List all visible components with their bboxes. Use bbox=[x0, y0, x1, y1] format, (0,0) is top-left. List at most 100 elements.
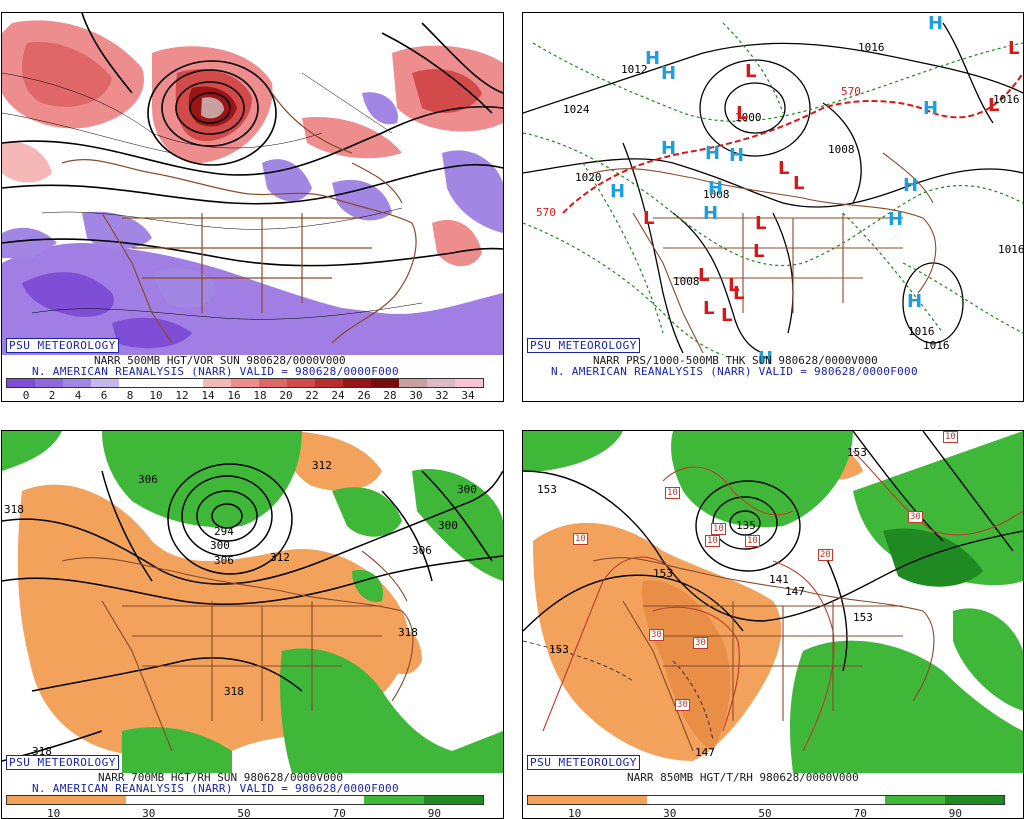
high-pressure-icon: H bbox=[661, 63, 677, 84]
colorbar-swatch bbox=[315, 379, 343, 387]
high-pressure-icon: H bbox=[705, 143, 721, 164]
colorbar-tick-label: 12 bbox=[175, 389, 189, 402]
colorbar-tick-label: 30 bbox=[409, 389, 423, 402]
low-pressure-icon: L bbox=[643, 208, 655, 229]
low-pressure-icon: L bbox=[745, 61, 757, 82]
svg-text:147: 147 bbox=[785, 585, 805, 598]
colorbar-tick-label: 16 bbox=[227, 389, 241, 402]
colorbar-tick-label: 20 bbox=[279, 389, 293, 402]
colorbar-tick-label: 14 bbox=[201, 389, 215, 402]
colorbar-tick-label: 0 bbox=[22, 389, 30, 402]
panel-850mb-t-rh: 153 153 153 153 153 135 141 147 147 10 10… bbox=[522, 430, 1024, 819]
colorbar-swatch bbox=[287, 379, 315, 387]
colorbar-swatch bbox=[587, 796, 647, 804]
low-pressure-icon: L bbox=[988, 95, 1000, 116]
high-pressure-icon: H bbox=[661, 138, 677, 159]
colorbar-swatch bbox=[304, 796, 364, 804]
colorbar-swatch bbox=[647, 796, 707, 804]
svg-text:300: 300 bbox=[210, 539, 230, 552]
svg-text:153: 153 bbox=[847, 446, 867, 459]
colorbar-swatch bbox=[231, 379, 259, 387]
low-pressure-icon: L bbox=[703, 298, 715, 319]
high-pressure-icon: H bbox=[645, 48, 661, 69]
colorbar-swatch bbox=[7, 379, 35, 387]
svg-text:135: 135 bbox=[736, 519, 756, 532]
colorbar-swatch bbox=[766, 796, 826, 804]
colorbar-tick-label: 10 bbox=[567, 807, 582, 819]
temperature-label: 30 bbox=[693, 637, 708, 649]
svg-text:153: 153 bbox=[853, 611, 873, 624]
rh-colorbar-ticks: 10 30 50 70 90 bbox=[6, 807, 482, 819]
colorbar-tick-label: 90 bbox=[427, 807, 442, 819]
svg-text:147: 147 bbox=[695, 746, 715, 759]
colorbar-tick-label: 6 bbox=[100, 389, 108, 402]
colorbar-swatch bbox=[885, 796, 945, 804]
colorbar-tick-label: 30 bbox=[142, 807, 156, 819]
svg-text:312: 312 bbox=[270, 551, 290, 564]
colorbar-tick-label: 32 bbox=[435, 389, 449, 402]
colorbar-swatch bbox=[245, 796, 305, 804]
temperature-label: 10 bbox=[665, 487, 680, 499]
colorbar-swatch bbox=[185, 796, 245, 804]
panel-surface-pressure-thickness: 1012 1024 1000 1008 1020 1008 1008 1016 … bbox=[522, 12, 1024, 402]
vorticity-map bbox=[2, 13, 503, 355]
vorticity-colorbar-ticks: 0 2 4 6 8 10 12 14 16 18 20 22 24 26 28 30 32 34 bbox=[13, 389, 481, 402]
colorbar-tick-label: 34 bbox=[461, 389, 475, 402]
svg-text:141: 141 bbox=[769, 573, 789, 586]
colorbar-tick-label: 22 bbox=[305, 389, 319, 402]
isobar-label: 1016 bbox=[993, 93, 1020, 106]
high-pressure-icon: H bbox=[888, 209, 904, 230]
colorbar-swatch bbox=[119, 379, 147, 387]
colorbar-swatch bbox=[91, 379, 119, 387]
temperature-label: 10 bbox=[943, 431, 958, 443]
low-pressure-icon: L bbox=[753, 241, 765, 262]
low-pressure-icon: L bbox=[1008, 38, 1020, 59]
colorbar-tick-label: 50 bbox=[237, 807, 251, 819]
colorbar-tick-label: 2 bbox=[48, 389, 56, 402]
panel-caption-valid: N. AMERICAN REANALYSIS (NARR) VALID = 98… bbox=[32, 365, 399, 378]
temperature-label: 10 bbox=[573, 533, 588, 545]
temperature-label: 30 bbox=[675, 699, 690, 711]
pressure-thickness-map: 1012 1024 1000 1008 1020 1008 1008 1016 … bbox=[523, 13, 1023, 355]
svg-text:318: 318 bbox=[32, 745, 52, 758]
colorbar-swatch bbox=[944, 796, 1004, 804]
thickness-label: 570 bbox=[536, 206, 556, 219]
colorbar-swatch bbox=[706, 796, 766, 804]
colorbar-swatch bbox=[455, 379, 483, 387]
colorbar-swatch bbox=[7, 796, 67, 804]
isobar-label: 1020 bbox=[575, 171, 602, 184]
isobar-label: 1008 bbox=[703, 188, 730, 201]
svg-text:294: 294 bbox=[214, 525, 234, 538]
colorbar-swatch bbox=[147, 379, 175, 387]
isobar-label: 1016 bbox=[908, 325, 935, 338]
high-pressure-icon: H bbox=[758, 348, 774, 369]
colorbar-swatch bbox=[528, 796, 588, 804]
high-pressure-icon: H bbox=[923, 98, 939, 119]
colorbar-tick-label: 10 bbox=[149, 389, 163, 402]
high-pressure-icon: H bbox=[928, 13, 944, 34]
colorbar-tick-label: 30 bbox=[663, 807, 677, 819]
colorbar-tick-label: 10 bbox=[46, 807, 61, 819]
svg-text:318: 318 bbox=[224, 685, 244, 698]
colorbar-tick-label: 70 bbox=[853, 807, 867, 819]
panel-caption-valid: N. AMERICAN REANALYSIS (NARR) VALID = 98… bbox=[551, 365, 918, 378]
svg-text:318: 318 bbox=[398, 626, 418, 639]
colorbar-swatch bbox=[825, 796, 885, 804]
colorbar-swatch bbox=[371, 379, 399, 387]
isobar-label: 1016 bbox=[923, 339, 950, 352]
low-pressure-icon: L bbox=[698, 265, 710, 286]
colorbar-swatch bbox=[126, 796, 186, 804]
isobar-label: 1008 bbox=[828, 143, 855, 156]
isobar-label: 1008 bbox=[673, 275, 700, 288]
low-pressure-icon: L bbox=[778, 158, 790, 179]
high-pressure-icon: H bbox=[729, 145, 745, 166]
high-pressure-icon: H bbox=[907, 291, 923, 312]
psu-meteorology-badge: PSU METEOROLOGY bbox=[527, 338, 640, 353]
isobar-label: 1012 bbox=[621, 63, 648, 76]
colorbar-tick-label: 50 bbox=[758, 807, 772, 819]
panel-700mb-rh: 318 306 312 300 294 300 306 312 300 306 … bbox=[1, 430, 504, 819]
high-pressure-icon: H bbox=[708, 178, 724, 199]
colorbar-swatch bbox=[63, 379, 91, 387]
svg-text:153: 153 bbox=[653, 567, 673, 580]
